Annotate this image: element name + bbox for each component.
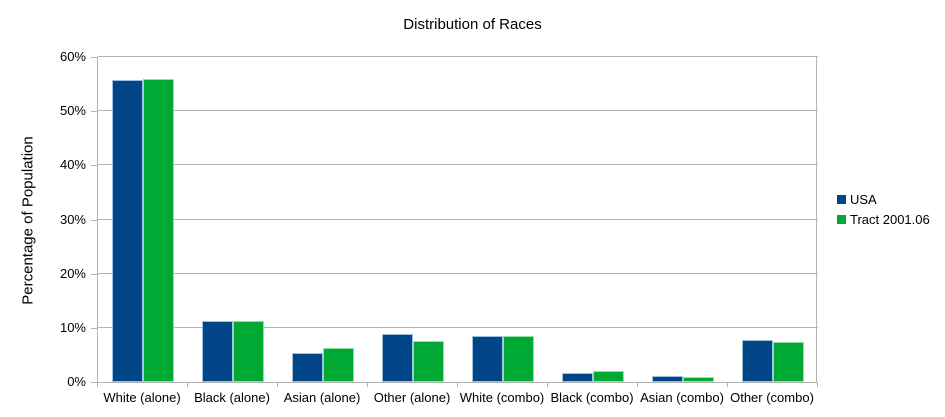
y-axis-tick (91, 327, 97, 329)
y-tick-label: 50% (59, 103, 86, 119)
x-axis-tick (187, 382, 188, 387)
y-axis-tick (91, 219, 97, 221)
x-axis-tick (547, 382, 548, 387)
bar (773, 342, 804, 382)
bar (413, 341, 444, 382)
y-tick-label: 10% (59, 319, 86, 335)
x-axis-label: Asian (alone) (283, 390, 361, 405)
x-axis-tick (817, 382, 818, 387)
x-axis-label: White (combo) (459, 390, 545, 405)
x-axis-label: Black (combo) (550, 390, 634, 405)
y-axis-tick (91, 165, 97, 167)
x-axis-label: Other (combo) (730, 390, 814, 405)
legend-swatch-tract-2001-06 (837, 214, 846, 224)
gridline (98, 110, 818, 112)
y-axis-tick (91, 111, 97, 113)
bar (562, 373, 593, 382)
y-axis-title: Percentage of Population (19, 136, 37, 305)
gridline (98, 382, 818, 383)
bar (742, 340, 773, 382)
gridline (98, 164, 818, 166)
x-axis-label: Other (alone) (373, 390, 451, 405)
x-axis-tick (727, 382, 728, 387)
y-axis-tick (91, 273, 97, 275)
plot-area (97, 56, 818, 383)
x-axis-tick (637, 382, 638, 387)
gridline (98, 326, 818, 328)
bar (503, 336, 534, 382)
legend: USA Tract 2001.06 (837, 189, 930, 229)
x-axis-label: Asian (combo) (640, 390, 724, 405)
x-axis-tick (457, 382, 458, 387)
bar (323, 348, 354, 382)
legend-item: Tract 2001.06 (837, 209, 930, 229)
y-tick-label: 60% (59, 49, 86, 64)
y-tick-label: 0% (67, 374, 86, 389)
gridline (98, 218, 818, 220)
x-axis-tick (367, 382, 368, 387)
bar (593, 371, 624, 382)
y-tick-label: 20% (59, 265, 86, 281)
x-axis-label: White (alone) (103, 390, 181, 405)
x-axis-label: Black (alone) (194, 390, 270, 405)
bar (143, 79, 174, 382)
bar (202, 321, 233, 382)
bar (112, 80, 143, 382)
bar (652, 376, 683, 382)
y-axis-tick (91, 382, 97, 383)
legend-swatch-usa (837, 194, 846, 204)
y-tick-label: 30% (59, 211, 86, 227)
y-tick-label: 40% (59, 157, 86, 173)
bar (472, 336, 503, 382)
legend-label: USA (850, 191, 877, 207)
gridline (98, 272, 818, 274)
bar (292, 353, 323, 382)
bar (233, 321, 264, 382)
bar (382, 334, 413, 382)
legend-label: Tract 2001.06 (850, 211, 930, 227)
x-axis-tick (277, 382, 278, 387)
legend-item: USA (837, 189, 930, 209)
bar (683, 377, 714, 382)
y-axis-tick (91, 57, 97, 58)
gridline (98, 56, 818, 57)
chart-title: Distribution of Races (403, 16, 542, 33)
x-axis-tick (97, 382, 98, 387)
